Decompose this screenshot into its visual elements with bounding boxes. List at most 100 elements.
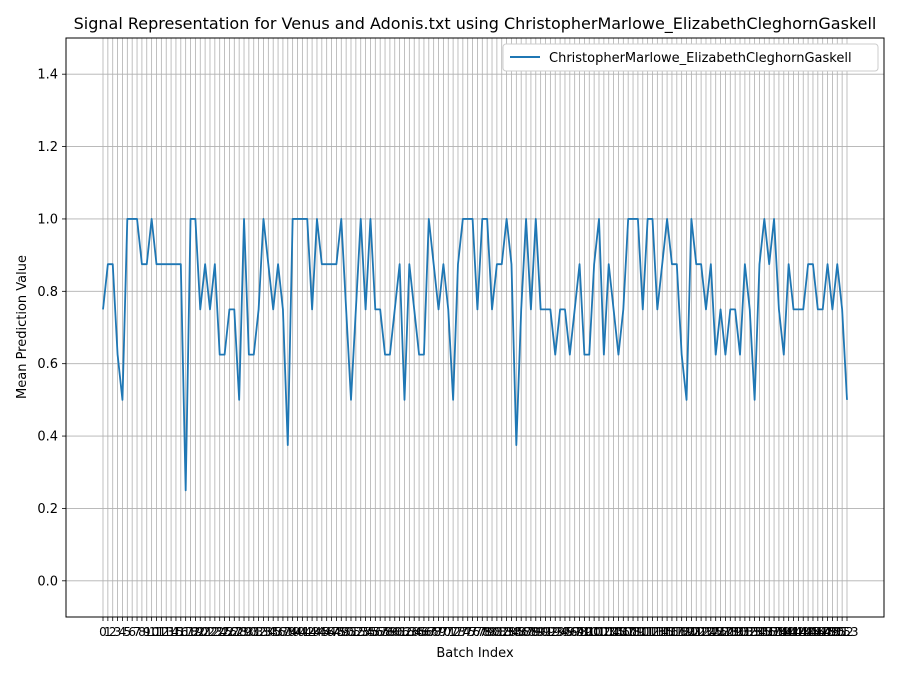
x-tick-label: 147 (806, 625, 829, 639)
x-tick-label: 74 (455, 625, 470, 639)
x-tick-label: 101 (583, 625, 606, 639)
x-tick-label: 129 (719, 625, 742, 639)
x-tick-label: 22 (202, 625, 217, 639)
x-tick-label: 1 (104, 625, 112, 639)
x-tick-label: 137 (758, 625, 781, 639)
x-tick-label: 5 (123, 625, 131, 639)
x-tick-label: 78 (475, 625, 490, 639)
x-tick-label: 13 (159, 625, 174, 639)
x-tick-label: 48 (329, 625, 344, 639)
y-tick-label: 0.6 (37, 357, 58, 372)
x-tick-label: 91 (538, 625, 553, 639)
x-tick-label: 126 (704, 625, 727, 639)
x-tick-label: 26 (222, 625, 237, 639)
chart-title: Signal Representation for Venus and Adon… (74, 14, 877, 34)
x-tick-label: 51 (343, 625, 358, 639)
x-tick-label: 80 (484, 625, 499, 639)
x-tick-label: 73 (450, 625, 465, 639)
grid-lines (66, 38, 884, 617)
x-tick-label: 139 (767, 625, 790, 639)
x-tick-label: 62 (397, 625, 412, 639)
x-tick-label: 106 (607, 625, 630, 639)
x-tick-label: 104 (597, 625, 620, 639)
x-tick-label: 52 (348, 625, 363, 639)
x-tick-label: 138 (763, 625, 786, 639)
x-tick-label: 146 (802, 625, 825, 639)
x-tick-label: 36 (270, 625, 285, 639)
x-tick-label: 70 (436, 625, 451, 639)
x-tick-label: 120 (675, 625, 698, 639)
x-tick-label: 90 (533, 625, 548, 639)
legend-box (502, 43, 879, 72)
x-tick-label: 75 (460, 625, 475, 639)
x-tick-label: 10 (144, 625, 159, 639)
x-tick-label: 44 (309, 625, 324, 639)
x-tick-label: 76 (465, 625, 480, 639)
x-tick-label: 57 (373, 625, 388, 639)
x-tick-label: 69 (431, 625, 446, 639)
x-tick-label: 109 (622, 625, 645, 639)
plot-frame (65, 37, 885, 618)
x-tick-label: 89 (528, 625, 543, 639)
x-tick-label: 18 (183, 625, 198, 639)
x-tick-label: 65 (411, 625, 426, 639)
x-tick-label: 71 (441, 625, 456, 639)
x-tick-label: 17 (178, 625, 193, 639)
y-tick-label: 1.2 (37, 140, 58, 155)
x-tick-label: 107 (612, 625, 635, 639)
x-tick-label: 40 (290, 625, 305, 639)
x-tick-label: 19 (188, 625, 203, 639)
y-axis-label: Mean Prediction Value (15, 255, 30, 399)
x-tick-label: 42 (300, 625, 315, 639)
x-tick-label: 110 (626, 625, 649, 639)
x-tick-label: 12 (154, 625, 169, 639)
series-line (102, 218, 848, 492)
x-tick-label: 114 (646, 625, 669, 639)
x-tick-label: 77 (470, 625, 485, 639)
x-tick-label: 140 (772, 625, 795, 639)
x-tick-label: 102 (588, 625, 611, 639)
x-tick-label: 151 (826, 625, 849, 639)
x-tick-label: 28 (232, 625, 247, 639)
x-tick-label: 119 (670, 625, 693, 639)
x-tick-label: 97 (567, 625, 582, 639)
x-tick-label: 150 (821, 625, 844, 639)
x-tick-label: 2 (109, 625, 117, 639)
x-tick-label: 144 (792, 625, 815, 639)
x-tick-label: 67 (421, 625, 436, 639)
x-tick-label: 100 (578, 625, 601, 639)
x-tick-label: 66 (416, 625, 431, 639)
x-tick-label: 27 (227, 625, 242, 639)
x-tick-label: 116 (656, 625, 679, 639)
x-tick-label: 23 (207, 625, 222, 639)
x-tick-label: 92 (543, 625, 558, 639)
x-tick-label: 108 (617, 625, 640, 639)
x-tick-label: 53 (353, 625, 368, 639)
x-tick-label: 142 (782, 625, 805, 639)
x-tick-label: 64 (407, 625, 422, 639)
x-tick-label: 93 (548, 625, 563, 639)
x-tick-label: 61 (392, 625, 407, 639)
x-tick-label: 8 (138, 625, 146, 639)
x-tick-label: 0 (99, 625, 107, 639)
x-tick-label: 99 (577, 625, 592, 639)
x-tick-label: 9 (143, 625, 151, 639)
x-tick-label: 41 (295, 625, 310, 639)
y-tick-label: 0.4 (37, 430, 58, 445)
x-tick-label: 85 (509, 625, 524, 639)
x-tick-label: 49 (334, 625, 349, 639)
x-tick-label: 121 (680, 625, 703, 639)
y-axis-ticks: 0.0 0.2 0.4 0.6 0.8 1.0 1.2 1.4 (37, 68, 66, 589)
x-tick-label: 88 (523, 625, 538, 639)
x-tick-label: 31 (246, 625, 261, 639)
x-axis-label: Batch Index (436, 646, 514, 661)
x-tick-label: 21 (197, 625, 212, 639)
x-tick-label: 54 (358, 625, 373, 639)
x-tick-label: 145 (797, 625, 820, 639)
x-tick-label: 3 (114, 625, 122, 639)
x-tick-label: 98 (572, 625, 587, 639)
x-tick-label: 60 (387, 625, 402, 639)
x-tick-label: 122 (685, 625, 708, 639)
x-tick-label: 152 (831, 625, 854, 639)
x-tick-label: 124 (695, 625, 718, 639)
